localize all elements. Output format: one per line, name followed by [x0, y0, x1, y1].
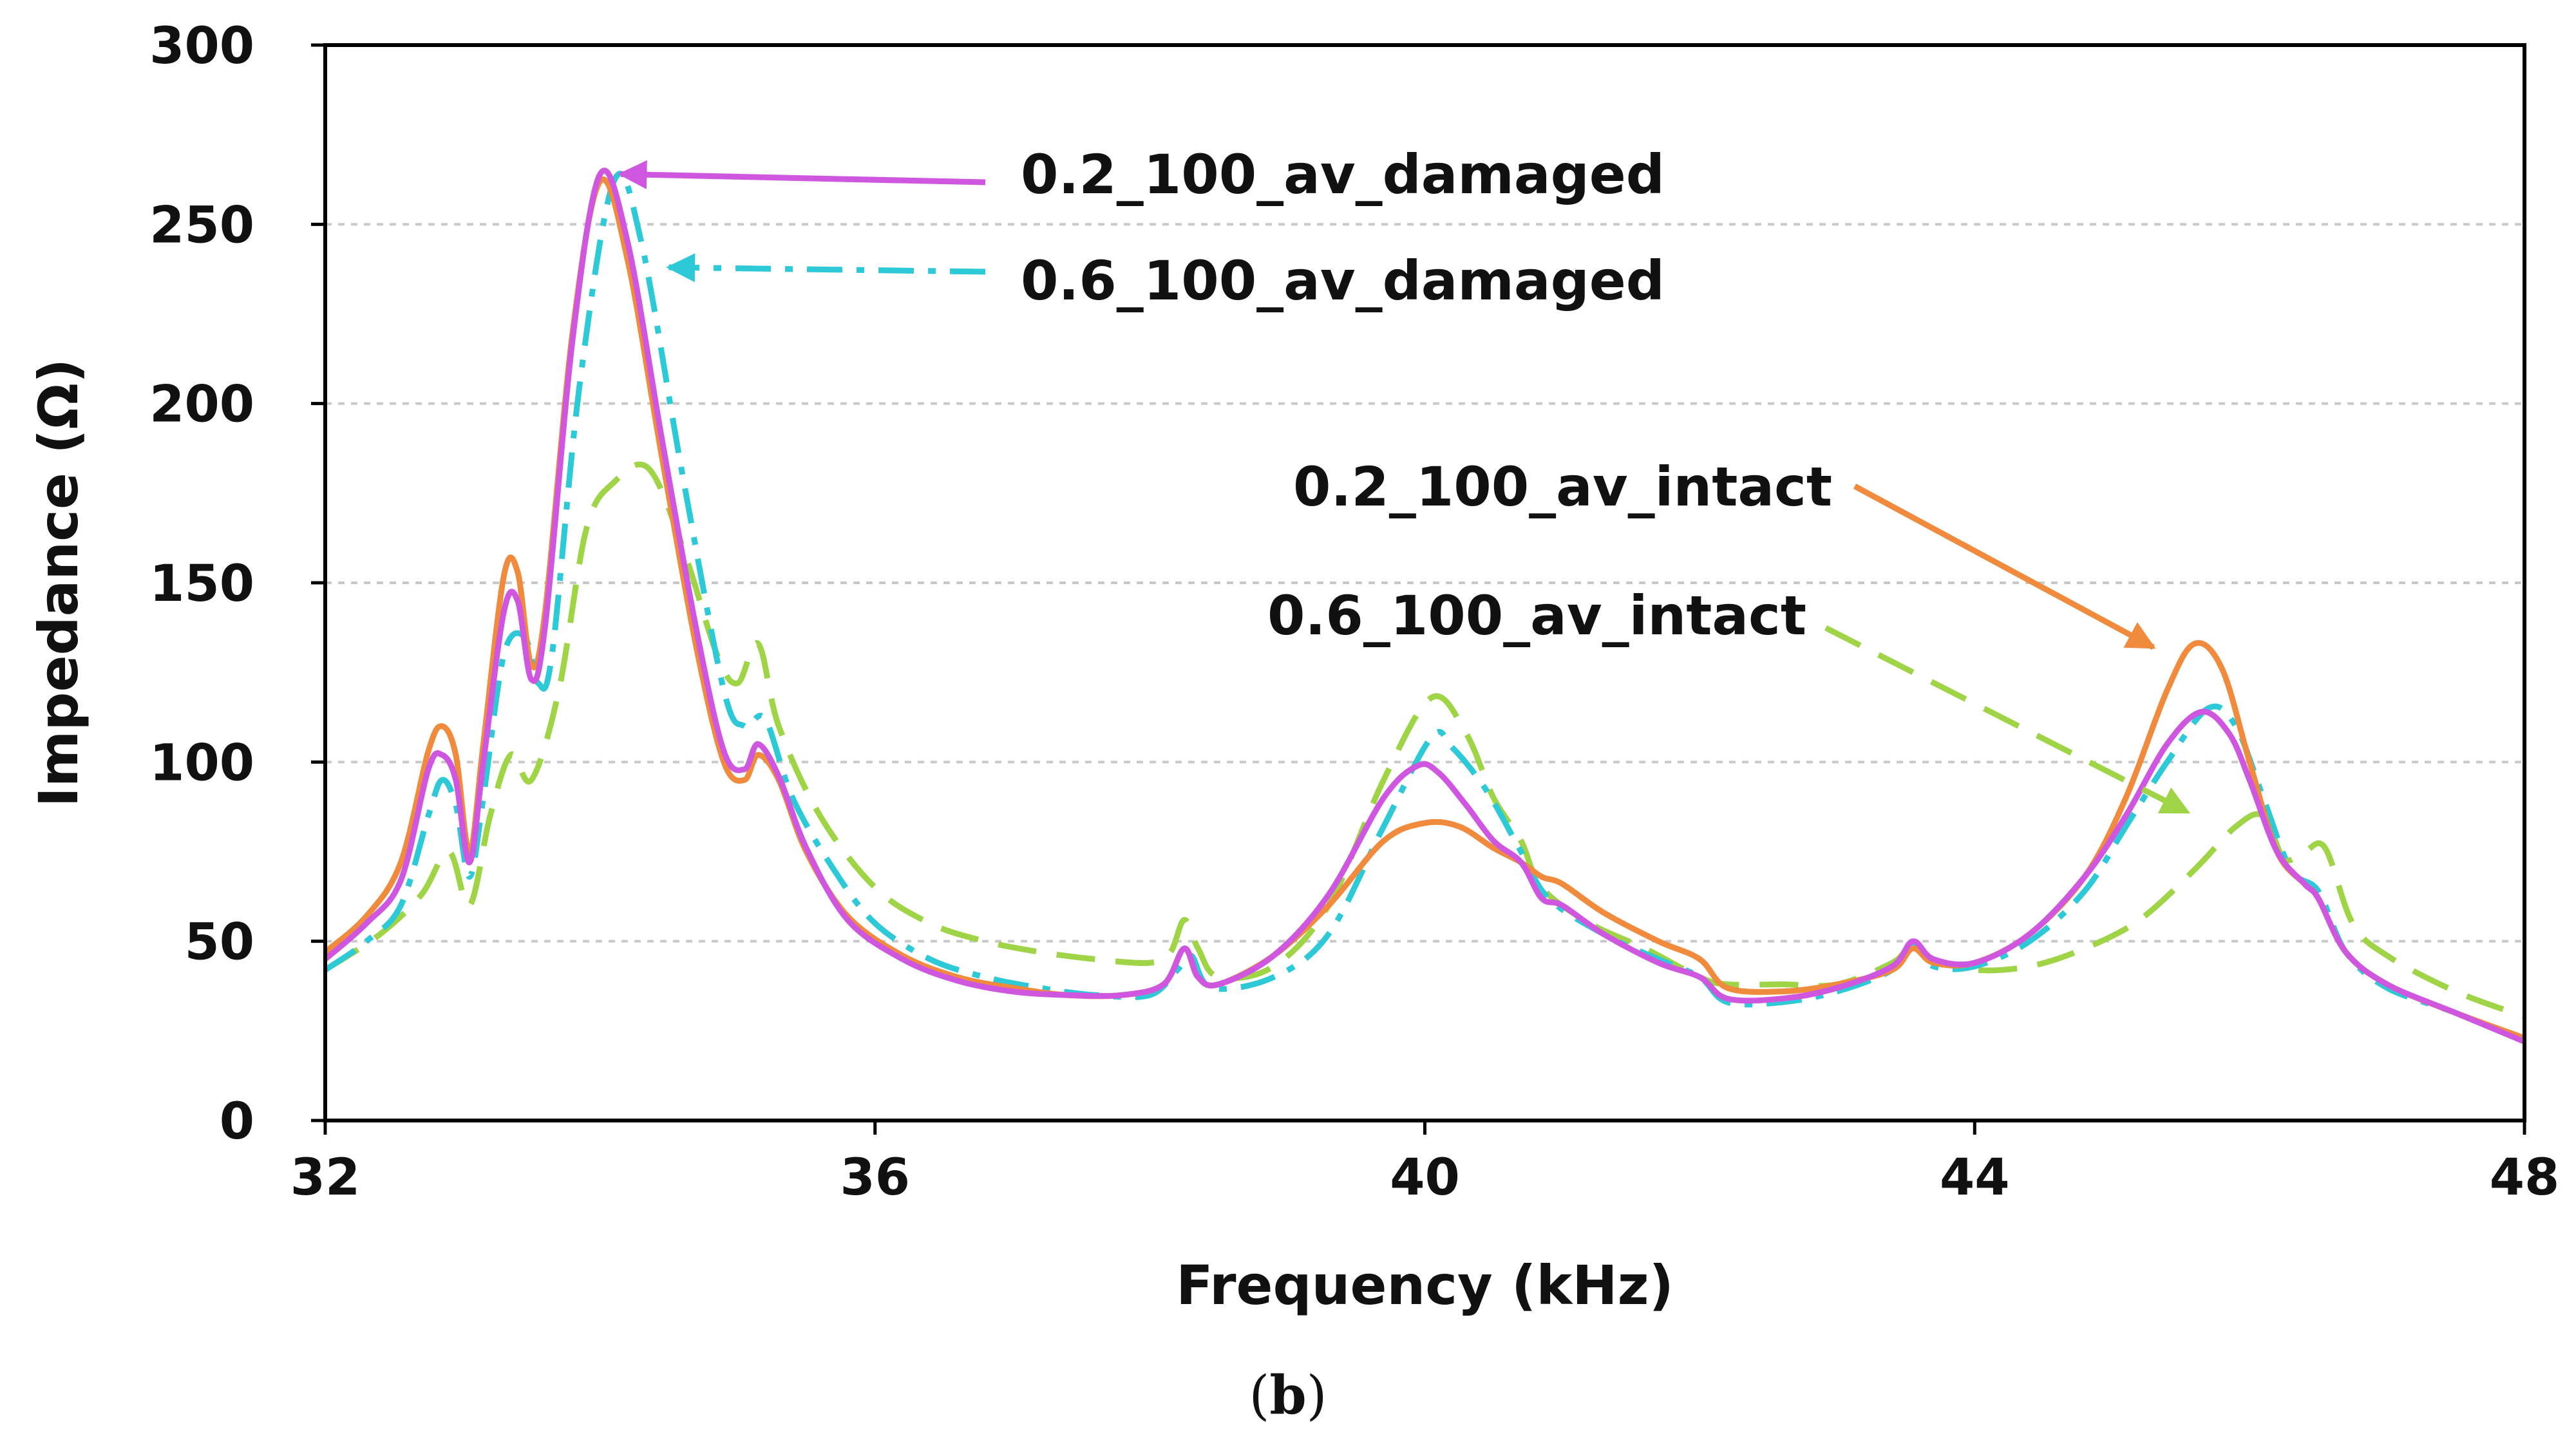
series-line-0-2-100-av-damaged	[323, 167, 2526, 1045]
y-tick-label-300: 300	[149, 17, 254, 75]
x-tick-label-36: 36	[840, 1149, 910, 1207]
annotation-arrow-0-6-100-av-intact	[1824, 625, 2191, 815]
series-line-0-6-100-av-intact	[323, 461, 2526, 1019]
series-group	[323, 167, 2526, 1045]
caption-letter: b	[1269, 1365, 1306, 1426]
annotation-label-0-2-100-av-intact: 0.2_100_av_intact	[1293, 455, 1832, 518]
annotation-label-0-6-100-av-intact: 0.6_100_av_intact	[1267, 584, 1806, 647]
series-line-0-6-100-av-damaged	[323, 171, 2526, 1045]
annotation-arrow-0-2-100-av-damaged	[618, 160, 986, 189]
caption-open-paren: (	[1249, 1365, 1269, 1426]
grid-lines	[325, 223, 2524, 943]
annotations-group: 0.2_100_av_damaged 0.6_100_av_damaged 0.2_…	[618, 143, 2191, 815]
annotation-arrow-0-2-100-av-intact	[1853, 484, 2156, 650]
y-tick-label-50: 50	[184, 914, 254, 972]
x-tick-label-40: 40	[1390, 1149, 1460, 1207]
y-axis-title: Impedance (Ω)	[27, 359, 90, 808]
y-tick-label-200: 200	[149, 376, 254, 434]
ticks-group: 32 36 40 44 48 0 50 100 150 200 250 300	[149, 17, 2559, 1207]
x-tick-label-44: 44	[1940, 1149, 2010, 1207]
annotation-label-0-6-100-av-damaged: 0.6_100_av_damaged	[1021, 249, 1665, 312]
annotation-arrow-0-6-100-av-damaged	[666, 253, 986, 283]
figure-caption: (b)	[1249, 1365, 1327, 1426]
x-tick-label-32: 32	[290, 1149, 361, 1207]
y-tick-label-150: 150	[149, 555, 254, 613]
caption-close-paren: )	[1307, 1365, 1327, 1426]
y-tick-label-100: 100	[149, 734, 254, 792]
x-tick-label-48: 48	[2490, 1149, 2560, 1207]
annotation-label-0-2-100-av-damaged: 0.2_100_av_damaged	[1021, 143, 1665, 206]
x-axis-title: Frequency (kHz)	[1176, 1254, 1674, 1317]
y-tick-label-250: 250	[149, 196, 254, 254]
y-tick-label-0: 0	[220, 1093, 254, 1151]
